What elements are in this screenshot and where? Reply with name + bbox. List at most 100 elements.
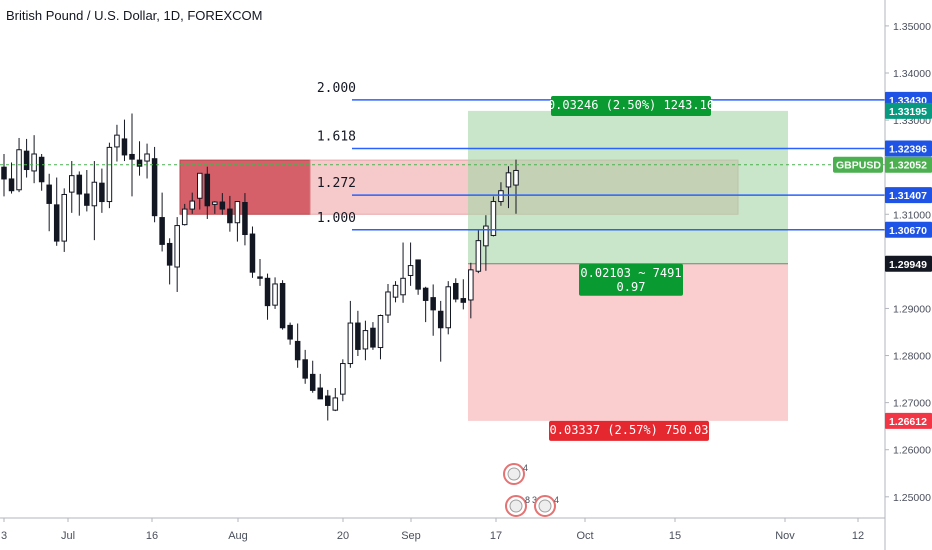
entry-price-tag-text: 1.29949 xyxy=(889,259,927,271)
time-tick-label: Nov xyxy=(775,530,795,542)
flag-icon xyxy=(509,499,523,513)
fib-level-label: 2.000 xyxy=(317,81,356,96)
candle-up xyxy=(468,269,474,301)
candle-down xyxy=(53,204,60,242)
candle-up xyxy=(407,265,414,276)
profit-area[interactable] xyxy=(468,110,788,264)
candle-up xyxy=(181,208,188,226)
candle-down xyxy=(460,298,467,303)
time-tick-label: 17 xyxy=(490,530,502,542)
risk-reward-label xyxy=(579,263,683,296)
flag-icon xyxy=(507,467,521,481)
symbol-title: British Pound / U.S. Dollar, 1D, FOREXCO… xyxy=(6,8,263,23)
symbol-badge-text: GBPUSD xyxy=(836,160,881,172)
candle-down xyxy=(159,217,165,245)
candle-down xyxy=(23,150,30,171)
last-price-tag[interactable] xyxy=(885,156,932,173)
time-tick-label: 20 xyxy=(337,530,349,542)
candle-up xyxy=(31,153,37,172)
stop-price-tag[interactable] xyxy=(885,412,932,429)
price-tick-label: 1.35000 xyxy=(893,21,931,33)
candle-up xyxy=(490,201,497,236)
time-axis[interactable]: 3 Jul 16 Aug 20 Sep 17 Oct 15 Nov 12 xyxy=(0,517,885,542)
candle-up xyxy=(377,315,384,349)
fib-price-tag[interactable] xyxy=(885,221,932,238)
candle-down xyxy=(121,138,128,156)
target-price-tag[interactable] xyxy=(885,102,932,119)
stop-price-tag-text: 1.26612 xyxy=(889,416,927,428)
candle-down xyxy=(437,310,444,329)
event-badge-us-2[interactable]: 4 xyxy=(534,495,559,517)
economic-events[interactable]: 4 8 3 4 xyxy=(503,463,559,517)
candle-up xyxy=(513,169,519,186)
fib-level-label: 1.618 xyxy=(317,130,356,145)
candle-up xyxy=(475,240,482,272)
candle-up xyxy=(392,284,399,298)
event-count: 8 xyxy=(525,495,530,505)
position-labels: 0.03246 (2.50%) 1243.16 0.02103 ~ 74910.9… xyxy=(548,95,714,441)
event-badge-uk[interactable]: 4 xyxy=(503,463,528,485)
candle-down xyxy=(415,259,421,290)
candle-up xyxy=(174,225,180,268)
fib-price-tag[interactable] xyxy=(885,187,932,204)
candle-up xyxy=(505,172,512,188)
candle-up xyxy=(385,291,391,316)
candle-down xyxy=(84,193,90,206)
candle-down xyxy=(422,287,429,301)
candle-down xyxy=(242,201,248,236)
candle-down xyxy=(151,158,158,217)
price-axis[interactable]: 1.350001.340001.330001.320001.310001.300… xyxy=(833,0,932,550)
candle-down xyxy=(430,297,436,311)
candle-down xyxy=(279,282,286,329)
target-label-text: 0.03246 (2.50%) 1243.16 xyxy=(548,98,714,112)
fib-price-tag-text: 1.32396 xyxy=(889,144,927,156)
last-price-tag-text: 1.32052 xyxy=(889,160,927,172)
candle-up xyxy=(498,190,504,203)
entry-price-tag[interactable] xyxy=(885,255,932,272)
event-count: 4 xyxy=(523,463,528,473)
candle-up xyxy=(400,277,406,296)
candle-up xyxy=(332,397,339,411)
candle-up xyxy=(234,201,241,224)
stop-label-text: 0.03337 (2.57%) 750.03 xyxy=(550,423,709,437)
symbol-badge[interactable] xyxy=(833,156,883,173)
stop-label xyxy=(549,420,709,441)
event-badge-us[interactable]: 8 xyxy=(505,495,530,517)
candle-down xyxy=(38,156,45,183)
fib-extension-tool[interactable]: 2.000 1.618 1.272 1.000 xyxy=(0,81,885,231)
fib-price-tag[interactable] xyxy=(885,140,932,157)
time-tick-label: 15 xyxy=(669,530,681,542)
candle-down xyxy=(76,174,83,195)
fib-level-label: 1.000 xyxy=(317,211,356,226)
price-tick-label: 1.29000 xyxy=(893,303,931,315)
time-tick-label: Oct xyxy=(576,530,593,542)
flag-icon xyxy=(538,499,552,513)
candle-down xyxy=(325,395,331,406)
time-tick-label: 16 xyxy=(146,530,158,542)
candle-down xyxy=(99,182,105,203)
fib-level-label: 1.272 xyxy=(317,176,356,191)
candle-down xyxy=(317,387,323,400)
fib-price-tag-text: 1.30670 xyxy=(889,225,927,237)
fib-price-tag-text: 1.31407 xyxy=(889,190,927,202)
candle-up xyxy=(114,134,120,148)
price-tick-label: 1.34000 xyxy=(893,68,931,80)
candle-up xyxy=(61,193,67,242)
candle-down xyxy=(166,242,173,266)
candle-up xyxy=(16,149,22,191)
price-tick-label: 1.27000 xyxy=(893,398,931,410)
candle-down xyxy=(355,322,361,350)
candle-down xyxy=(249,233,256,273)
candle-up xyxy=(483,225,489,247)
candle-up xyxy=(69,175,75,193)
candle-down xyxy=(219,201,226,210)
candle-up xyxy=(106,146,113,203)
price-tick-label: 1.31000 xyxy=(893,209,931,221)
candle-down xyxy=(136,159,143,167)
candle-down xyxy=(370,327,376,348)
candle-up xyxy=(197,172,203,199)
candle-up xyxy=(212,201,218,205)
candlestick-series xyxy=(1,113,519,421)
candle-up xyxy=(362,330,369,350)
